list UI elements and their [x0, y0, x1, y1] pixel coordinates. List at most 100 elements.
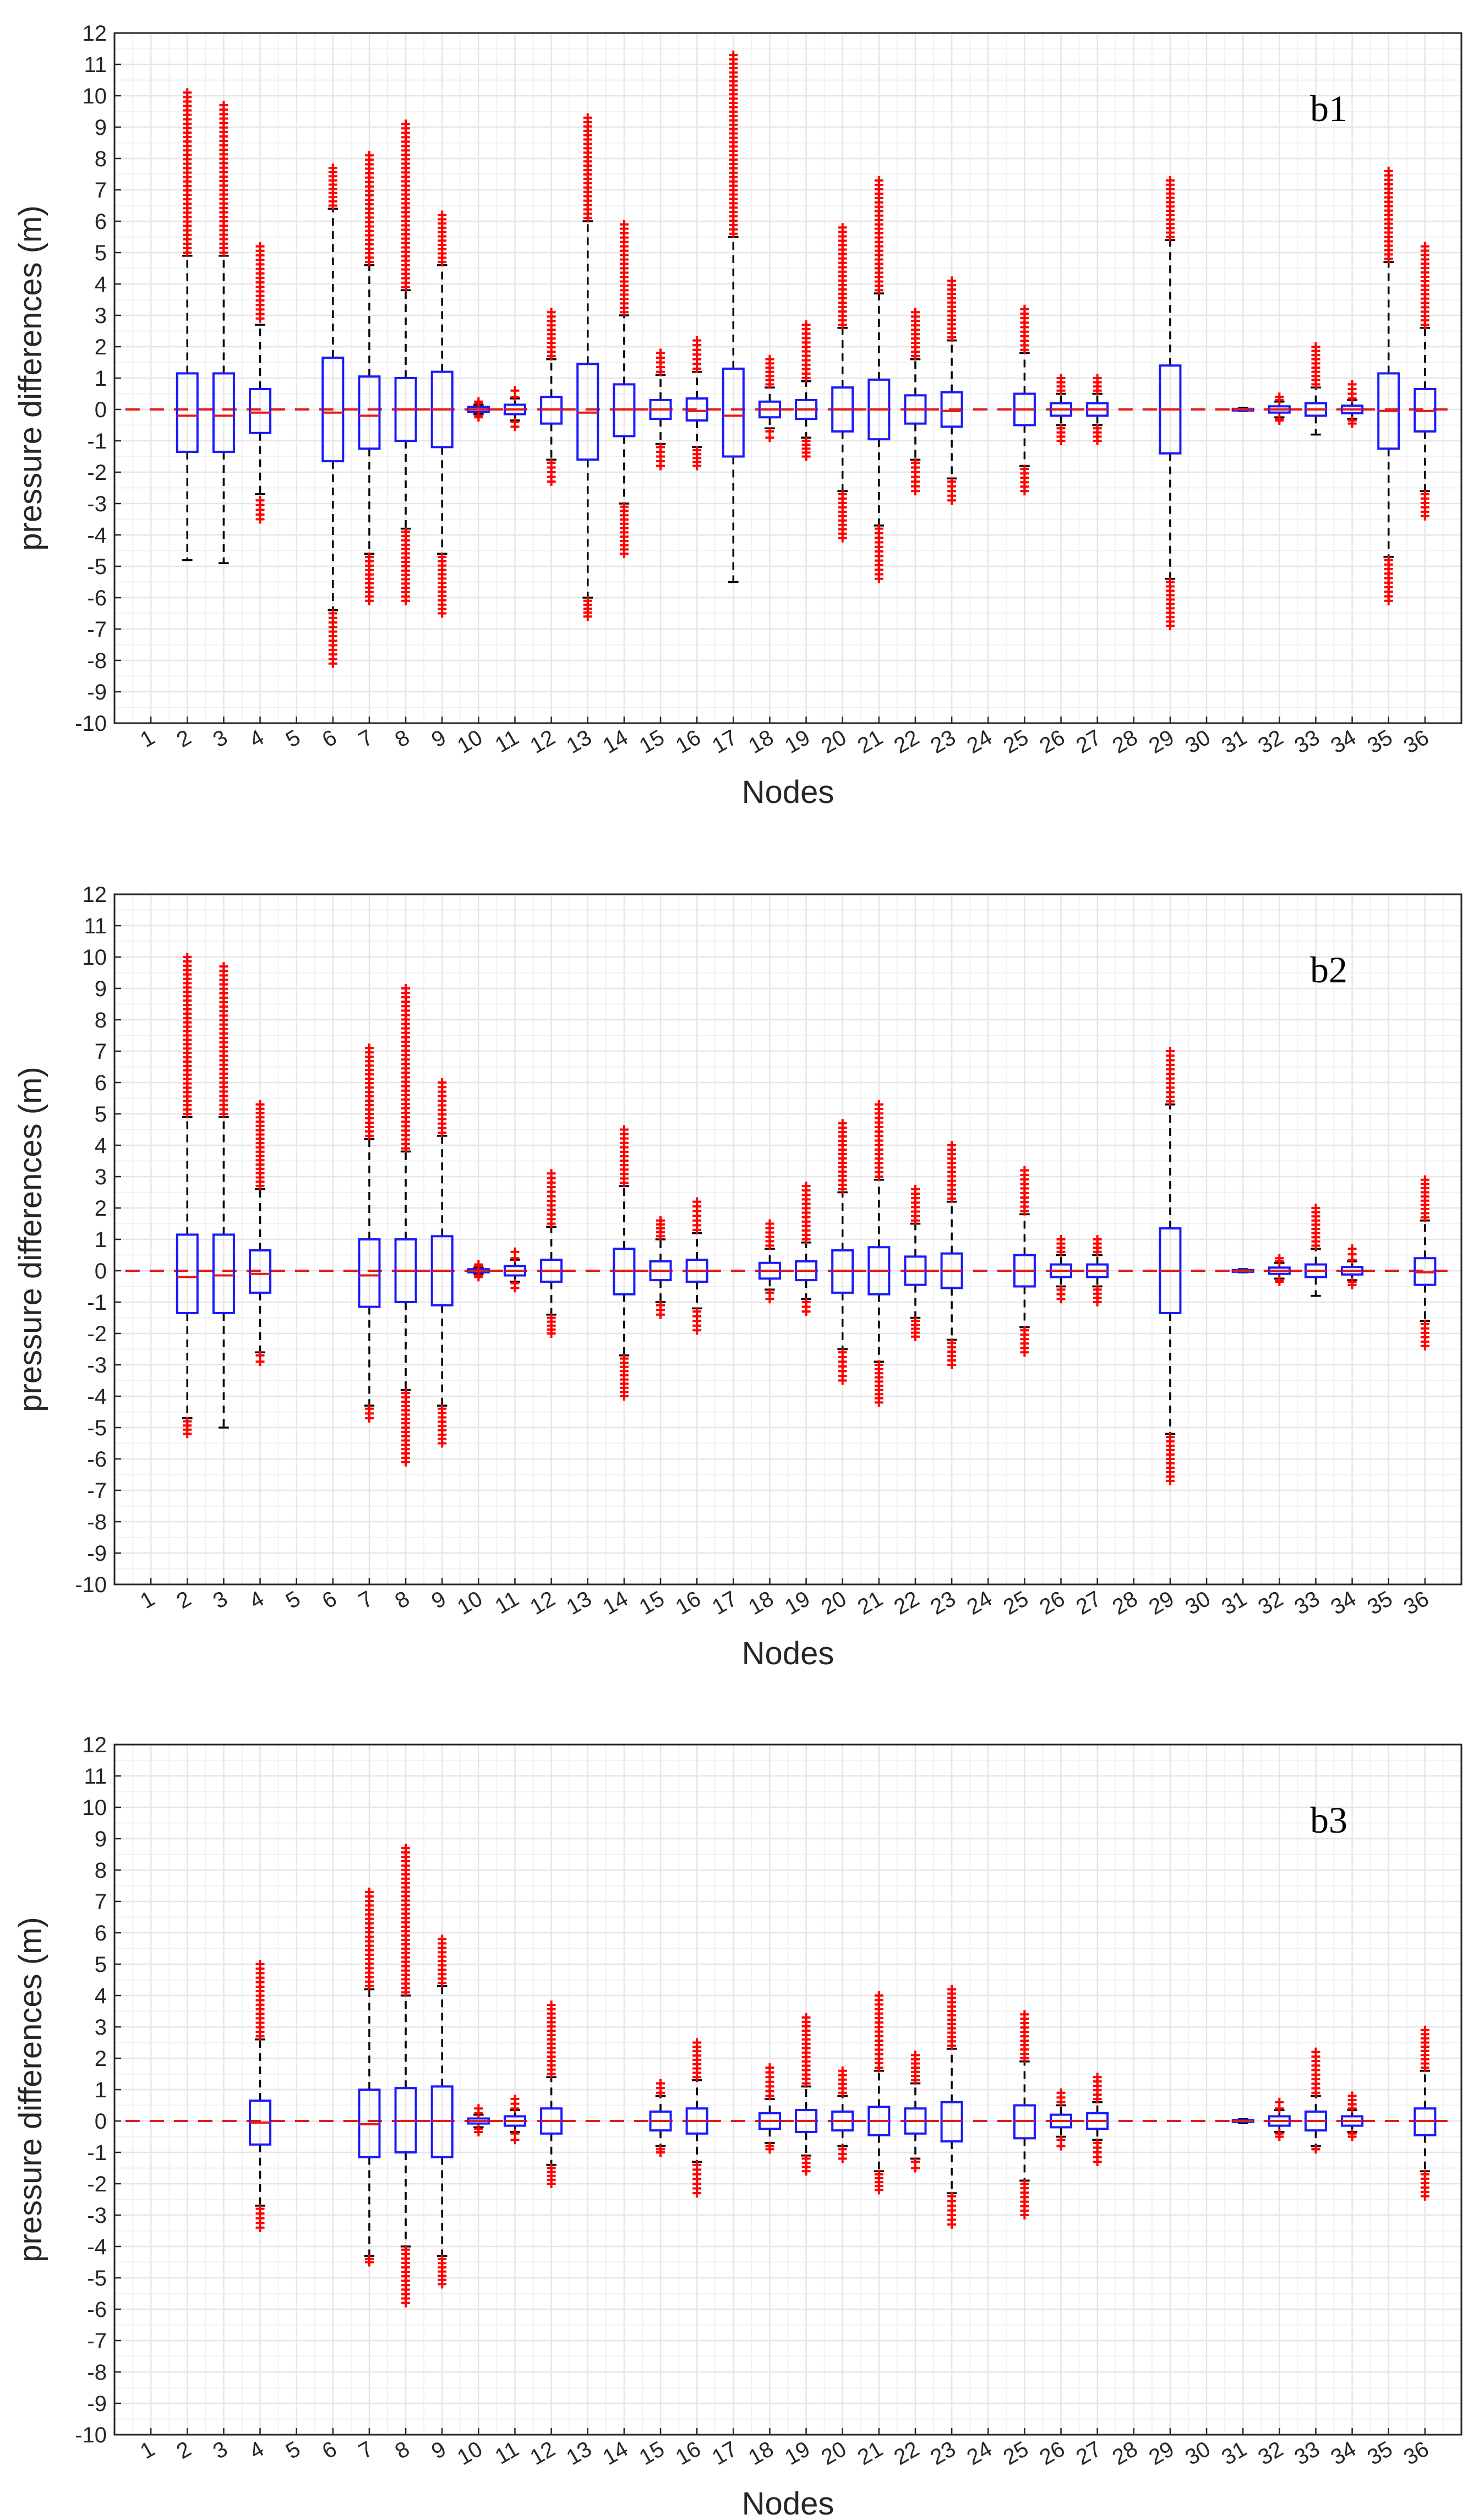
x-tick-label: 9 [427, 1587, 450, 1614]
outlier-marker [1020, 2211, 1029, 2220]
outlier-marker [656, 367, 665, 376]
outlier-marker [765, 380, 774, 389]
y-tick-label: -7 [87, 617, 107, 642]
outlier-marker [1093, 1247, 1102, 1256]
x-tick-label: 16 [672, 725, 705, 758]
box-plot-node-26 [1049, 374, 1073, 445]
box-plot-node-15 [649, 2079, 672, 2157]
iqr-box [249, 1249, 272, 1294]
x-tick-label: 27 [1072, 2437, 1106, 2470]
panel-label: b1 [1310, 88, 1347, 129]
y-tick-label: -9 [87, 2392, 107, 2416]
x-tick-label: 11 [491, 2437, 523, 2469]
outlier-marker [255, 515, 265, 524]
x-tick-label: 3 [209, 2437, 232, 2464]
y-tick-label: -10 [75, 2423, 107, 2447]
iqr-box [212, 372, 235, 453]
outlier-marker [838, 2154, 847, 2163]
box-plot-node-23 [940, 1985, 963, 2229]
outlier-marker [874, 2185, 883, 2195]
iqr-box [321, 356, 345, 463]
x-tick-label: 29 [1145, 2437, 1178, 2470]
outlier-marker [547, 2069, 556, 2079]
y-tick-label: 4 [95, 272, 107, 297]
y-tick-label: 3 [95, 1165, 107, 1189]
x-tick-label: 26 [1035, 2437, 1069, 2470]
x-tick-label: 17 [708, 725, 741, 758]
outlier-marker [1347, 1280, 1357, 1289]
box-plot-node-16 [685, 1197, 708, 1335]
box-plot-node-11 [503, 1247, 527, 1293]
x-tick-label: 6 [318, 2437, 341, 2464]
y-tick-label: -6 [87, 2298, 107, 2322]
outlier-marker [1056, 436, 1066, 445]
box-plot-node-23 [940, 276, 963, 505]
y-axis-label: pressure differences (m) [13, 205, 48, 551]
outlier-marker [692, 1326, 702, 1335]
x-tick-label: 1 [136, 2437, 159, 2464]
box-plot-node-25 [1013, 2010, 1036, 2220]
outlier-marker [183, 1429, 192, 1439]
outlier-marker [1275, 395, 1284, 404]
x-tick-label: 18 [744, 725, 778, 758]
y-tick-label: 12 [83, 1733, 107, 1757]
box-plot-node-22 [904, 308, 927, 496]
box-plot-node-8 [394, 119, 417, 605]
x-tick-label: 6 [318, 725, 341, 752]
outlier-marker [910, 1216, 920, 1225]
outlier-marker [1420, 2191, 1429, 2201]
outlier-marker [1093, 436, 1102, 445]
y-tick-label: -1 [87, 2141, 107, 2165]
y-tick-label: 0 [95, 1259, 107, 1283]
y-tick-label: 6 [95, 1071, 107, 1095]
y-tick-label: -8 [87, 649, 107, 673]
x-tick-label: 26 [1035, 1587, 1069, 1620]
outlier-marker [947, 2220, 957, 2229]
x-tick-label: 19 [781, 2437, 815, 2470]
outlier-marker [364, 1413, 374, 1423]
panel-label: b2 [1310, 949, 1347, 991]
x-tick-label: 32 [1254, 2437, 1287, 2470]
outlier-marker [838, 1376, 847, 1385]
x-tick-label: 28 [1109, 1587, 1142, 1620]
box-plot-node-9 [430, 1934, 454, 2289]
outlier-marker [364, 1981, 374, 1991]
x-tick-label: 3 [209, 725, 232, 752]
x-tick-label: 21 [854, 1587, 887, 1620]
outlier-marker [1020, 1348, 1029, 1357]
box-plot-node-21 [867, 1100, 891, 1407]
x-tick-label: 14 [599, 1587, 632, 1620]
iqr-box [358, 1238, 381, 1308]
y-axis-label: pressure differences (m) [13, 1917, 48, 2262]
outlier-marker [401, 1988, 411, 1997]
x-tick-label: 4 [245, 1587, 268, 1614]
x-tick-label: 4 [245, 2437, 268, 2464]
x-tick-label: 23 [926, 1587, 960, 1620]
y-tick-label: -3 [87, 2204, 107, 2228]
x-tick-label: 36 [1400, 2437, 1433, 2470]
outlier-marker [364, 2257, 374, 2267]
y-tick-label: 2 [95, 2047, 107, 2071]
box-plot-node-3 [212, 962, 235, 1429]
y-tick-label: 7 [95, 1890, 107, 1914]
box-plot-node-34 [1341, 380, 1364, 428]
x-tick-label: 33 [1290, 1587, 1324, 1620]
box-plot-node-27 [1086, 1235, 1109, 1307]
x-tick-label: 15 [635, 725, 669, 758]
outlier-marker [1311, 1241, 1320, 1250]
outlier-marker [656, 1232, 665, 1241]
box-plot-node-36 [1413, 2025, 1437, 2201]
outlier-marker [438, 1439, 447, 1448]
box-plot-node-32 [1268, 2097, 1291, 2141]
x-tick-label: 25 [999, 1587, 1033, 1620]
outlier-marker [510, 1254, 520, 1263]
outlier-marker [364, 258, 374, 267]
outlier-marker [801, 452, 811, 461]
x-tick-label: 8 [391, 1587, 413, 1614]
x-tick-label: 24 [963, 1587, 996, 1620]
box-plot-node-26 [1049, 1235, 1073, 1304]
x-tick-label: 29 [1145, 1587, 1178, 1620]
outlier-marker [474, 2127, 483, 2136]
y-tick-label: 8 [95, 1008, 107, 1032]
outlier-marker [1420, 320, 1429, 330]
